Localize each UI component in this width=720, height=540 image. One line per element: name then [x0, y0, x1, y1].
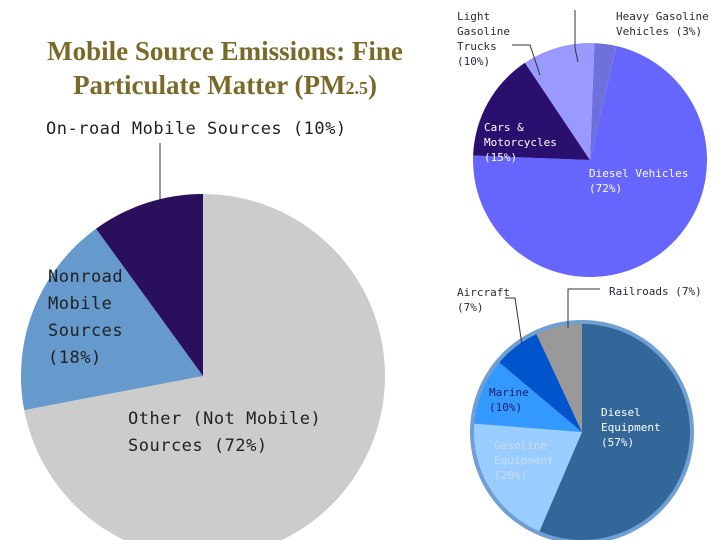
- title-close-paren: ): [367, 70, 377, 100]
- leader-aircraft: [505, 297, 523, 346]
- pie-slice-aircraft: [499, 334, 582, 432]
- slide-title: Mobile Source Emissions: Fine Particulat…: [0, 34, 450, 105]
- leader-railroads: [567, 288, 600, 328]
- leader-lines: [159, 10, 600, 346]
- pie-onroad-breakdown: [473, 43, 708, 278]
- title-line-2-text: Particulate Matter (PM: [73, 70, 346, 100]
- label-diesel-vehicles: Diesel Vehicles (72%): [589, 167, 689, 195]
- title-line-1: Mobile Source Emissions: Fine: [47, 36, 403, 66]
- title-subscript: 2.5: [345, 78, 368, 98]
- pie-slice-marine: [474, 362, 582, 432]
- label-diesel-equipment: Diesel Equipment (57%): [601, 406, 661, 449]
- label-gasoline-equipment: Gasoline Equipment (20%): [494, 439, 554, 482]
- title-line-2: Particulate Matter (PM2.5): [0, 68, 450, 105]
- label-aircraft: Aircraft (7%): [457, 286, 510, 314]
- pie-slice-gasoline-equipment: [474, 423, 582, 532]
- pie-slice-heavy-gasoline-vehicles: [590, 43, 617, 161]
- label-marine: Marine (10%): [489, 386, 529, 414]
- pie-slice-on-road-mobile-sources: [96, 194, 203, 376]
- label-other: Other (Not Mobile) Sources (72%): [128, 409, 322, 456]
- pie-slice-other-sources: [24, 194, 385, 540]
- pie-slice-diesel-vehicles: [473, 46, 708, 278]
- leader-heavy-gasoline-vehicles: [574, 10, 579, 63]
- label-nonroad: Nonroad Mobile Sources (18%): [48, 267, 124, 368]
- label-light-gasoline-trucks: Light Gasoline Trucks (10%): [457, 10, 510, 68]
- pie-all-sources: [20, 194, 385, 540]
- label-railroads: Railroads (7%): [609, 285, 702, 298]
- pie-slice-nonroad-mobile-sources: [20, 228, 203, 411]
- leader-light-gasoline-trucks: [512, 44, 541, 76]
- pie-nonroad-breakdown: [470, 320, 694, 540]
- pie-slice-light-gasoline-trucks: [524, 43, 595, 161]
- label-onroad: On-road Mobile Sources (10%): [46, 119, 347, 139]
- label-heavy-gasoline-vehicles: Heavy Gasoline Vehicles (3%): [616, 10, 709, 38]
- label-cars-motorcycles: Cars & Motorcycles (15%): [484, 121, 557, 164]
- pie-slice-diesel-equipment: [539, 323, 691, 540]
- pie-slice-railroads: [536, 324, 582, 432]
- pie-slice-cars-motorcycles: [473, 62, 590, 160]
